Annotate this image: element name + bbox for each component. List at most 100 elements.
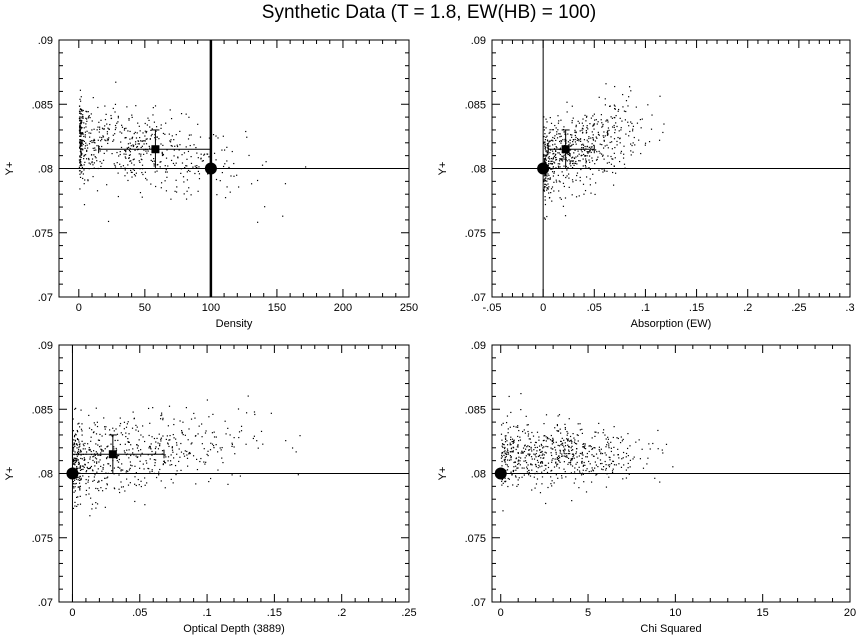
estimate-marker [151,145,160,154]
scatter-point [222,135,224,137]
scatter-point [80,450,82,452]
scatter-point [551,480,553,482]
scatter-point [506,415,509,417]
scatter-point [125,157,127,159]
scatter-point [605,446,607,448]
scatter-point [94,454,96,456]
x-tick-label: .3 [845,302,854,314]
scatter-point [112,134,114,136]
scatter-point [167,425,169,427]
scatter-point [78,105,81,107]
scatter-point [162,463,164,466]
scatter-point [504,460,506,462]
scatter-point [575,179,577,181]
scatter-point [89,448,91,451]
scatter-point [544,144,546,146]
scatter-point [97,126,99,128]
true-value-marker [537,162,550,175]
scatter-point [160,182,163,184]
scatter-point [85,126,87,128]
scatter-point [85,470,88,472]
scatter-point [566,434,568,436]
scatter-point [613,107,616,110]
scatter-point [590,151,592,154]
scatter-point [650,128,653,130]
scatter-point [644,142,647,144]
scatter-point [77,452,79,454]
scatter-point [552,157,554,159]
scatter-point [620,127,622,129]
scatter-point [197,433,199,435]
scatter-point [78,461,80,463]
scatter-point [575,443,578,445]
scatter-point [126,148,129,150]
scatter-point [155,476,158,479]
scatter-point [587,151,590,153]
scatter-point [616,437,618,439]
scatter-point [173,418,175,420]
scatter-point [100,452,102,454]
scatter-point [514,475,517,477]
scatter-point [569,149,572,151]
scatter-point [93,476,96,478]
scatter-point [504,450,506,452]
scatter-point [550,434,552,437]
scatter-point [84,463,86,465]
scatter-point [212,413,214,415]
scatter-point [539,461,542,464]
scatter-point [119,131,121,133]
scatter-point [104,433,107,435]
x-tick-label: .1 [202,607,211,619]
scatter-point [164,462,167,464]
scatter-point [201,423,203,425]
scatter-point [566,175,568,177]
scatter-point [170,117,173,120]
scatter-point [101,136,103,139]
scatter-point [544,161,546,163]
scatter-point [662,131,664,134]
scatter-point [76,457,78,460]
scatter-point [79,123,81,125]
scatter-point [570,460,572,462]
scatter-point [616,140,618,143]
scatter-point [591,146,593,148]
scatter-point [607,438,610,440]
scatter-point [181,431,183,434]
scatter-point [129,138,131,140]
scatter-point [535,441,537,444]
scatter-point [80,96,82,98]
scatter-point [560,159,563,161]
scatter-point [186,454,188,456]
scatter-point [627,467,629,469]
scatter-point [121,126,124,128]
scatter-point [601,122,603,124]
scatter-point [550,452,552,454]
scatter-point [524,444,526,446]
scatter-point [97,106,99,109]
scatter-point [104,428,106,430]
scatter-point [662,452,664,454]
scatter-point [162,435,164,437]
scatter-point [584,145,586,148]
scatter-point [89,456,91,458]
scatter-point [612,171,614,174]
scatter-point [114,166,117,168]
scatter-point [99,148,101,150]
scatter-point [633,456,635,458]
scatter-point [558,460,560,462]
scatter-point [612,158,614,160]
scatter-point [186,165,188,167]
scatter-point [184,166,186,169]
scatter-point [85,142,87,144]
scatter-point [568,418,570,420]
scatter-point [79,123,82,125]
scatter-point [96,145,98,147]
scatter-point [89,117,91,119]
scatter-point [72,485,74,488]
scatter-point [552,144,554,146]
scatter-point [665,443,668,445]
scatter-point [551,139,553,141]
scatter-point [553,137,556,139]
scatter-point [614,146,616,149]
